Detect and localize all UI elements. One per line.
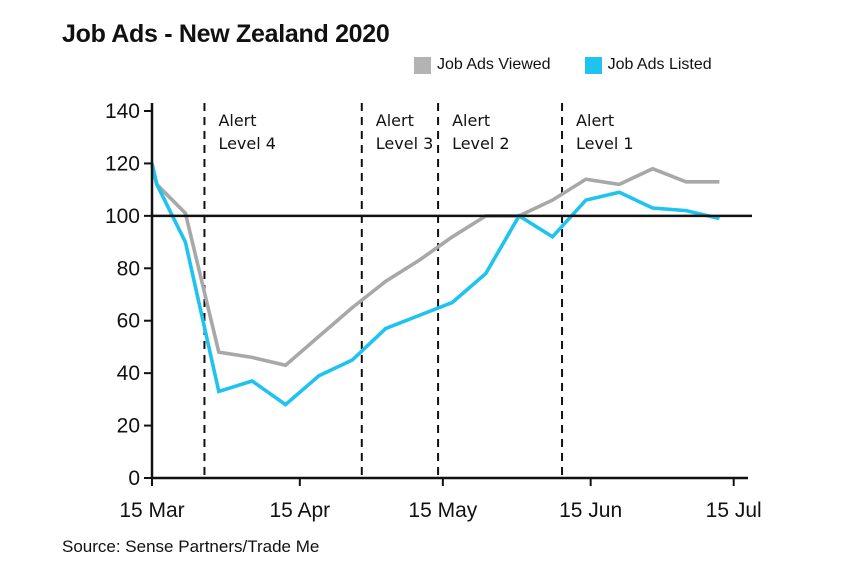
y-tick-label-120: 120: [105, 152, 140, 175]
chart-series: [150, 162, 720, 407]
y-tick-label-140: 140: [105, 100, 140, 123]
x-tick-label-5: 15 Jul: [706, 499, 762, 522]
x-tick-label-2: 15 Apr: [269, 499, 330, 522]
alert-level-markers: Alert Level 4 Alert Level 3 Alert Level 2 Aler…: [203, 103, 634, 478]
legend-item-listed: Job Ads Listed: [584, 56, 712, 74]
y-tick-label-20: 20: [117, 415, 140, 438]
alert-label-1-line-1: Alert: [218, 111, 256, 130]
x-tick-label-3: 15 May: [408, 499, 477, 522]
series-line-job-ads-listed: [150, 162, 720, 407]
y-tick-label-100: 100: [105, 205, 140, 228]
alert-label-3-line-1: Alert: [452, 111, 490, 130]
y-tick-label-0: 0: [128, 467, 140, 490]
alert-label-4-line-1: Alert: [576, 111, 614, 130]
alert-label-2-line-1: Alert: [376, 111, 414, 130]
chart-axes: [144, 103, 752, 486]
x-tick-label-1: 15 Mar: [119, 499, 184, 522]
alert-label-1-line-2: Level 4: [218, 134, 276, 153]
chart-legend: Job Ads Viewed Job Ads Listed: [414, 56, 746, 74]
chart-title: Job Ads - New Zealand 2020: [62, 20, 390, 48]
y-tick-label-40: 40: [117, 362, 140, 385]
legend-item-viewed: Job Ads Viewed: [414, 56, 551, 74]
alert-label-4-line-2: Level 1: [576, 134, 634, 153]
y-tick-label-80: 80: [117, 257, 140, 280]
legend-label-listed: Job Ads Listed: [607, 56, 712, 73]
chart-source: Source: Sense Partners/Trade Me: [62, 537, 320, 556]
legend-swatch-viewed: [414, 56, 431, 74]
legend-swatch-listed: [584, 56, 602, 74]
legend-label-viewed: Job Ads Viewed: [437, 56, 551, 73]
chart-tick-labels: 0 20 40 60 80 100 120 140 15 Mar 15 Apr 15 May 15 J…: [105, 100, 762, 522]
alert-label-2-line-2: Level 3: [376, 134, 434, 153]
series-line-job-ads-viewed: [150, 165, 720, 368]
y-tick-label-60: 60: [117, 310, 140, 333]
alert-label-3-line-2: Level 2: [452, 134, 510, 153]
x-tick-label-4: 15 Jun: [559, 499, 622, 522]
